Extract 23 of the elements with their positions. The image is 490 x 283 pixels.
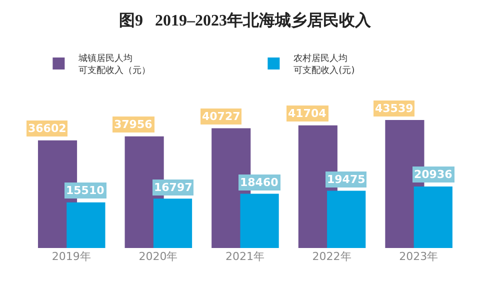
data-label: 41704 — [288, 107, 327, 120]
data-label: 19475 — [327, 173, 366, 186]
chart-title: 图9 2019–2023年北海城乡居民收入 — [119, 11, 372, 30]
x-tick-label: 2023年 — [399, 250, 438, 263]
data-label: 16797 — [154, 181, 192, 194]
data-label: 15510 — [66, 184, 105, 197]
data-label: 18460 — [240, 176, 279, 189]
x-tick-label: 2020年 — [138, 250, 178, 263]
bar — [414, 186, 452, 248]
x-tick-label: 2021年 — [226, 250, 264, 263]
legend-label: 农村居民人均可支配收入(元) — [294, 53, 355, 76]
x-tick-label: 2019年 — [52, 250, 91, 263]
data-label: 43539 — [375, 102, 414, 115]
data-label: 36602 — [28, 122, 66, 135]
data-label: 40727 — [202, 110, 240, 123]
bar — [327, 190, 366, 248]
data-label: 20936 — [414, 168, 453, 181]
x-tick-label: 2022年 — [312, 250, 352, 263]
bar — [240, 194, 279, 248]
bar — [153, 198, 192, 248]
legend-label: 城镇居民人均可支配收入（元） — [78, 53, 151, 76]
data-label: 37956 — [114, 118, 153, 131]
bar — [66, 202, 106, 248]
